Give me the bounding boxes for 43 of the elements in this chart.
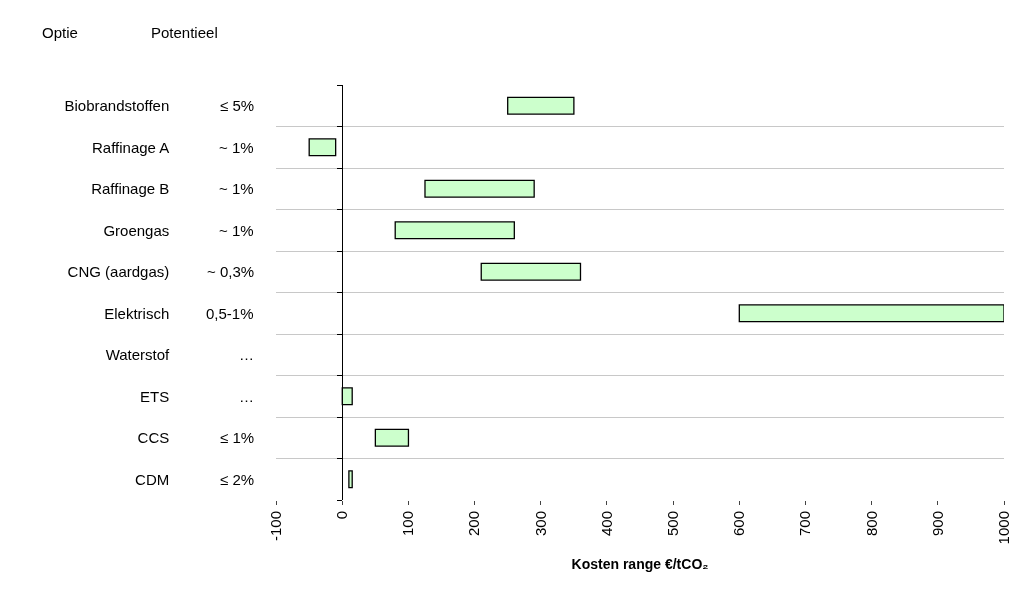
y2-tick-label: ≤ 5% [220, 97, 255, 114]
x-tick-label: -100 [266, 511, 284, 542]
y-tick-label: Biobrandstoffen [64, 97, 170, 114]
bar [507, 96, 575, 115]
x-axis-title: Kosten range €/tCO₂ [571, 555, 709, 572]
x-tick-label: 1000 [994, 511, 1012, 545]
bar [480, 262, 582, 281]
y-tick-label: Waterstof [105, 346, 171, 363]
x-tick-label: 700 [796, 511, 814, 537]
x-tick-label: 400 [597, 511, 615, 537]
x-tick-label: 0 [333, 511, 351, 520]
bar [738, 304, 1004, 323]
text: Potentieel [151, 24, 218, 41]
y2-tick-label: ≤ 1% [220, 429, 255, 446]
y-tick-label: Raffinage A [91, 138, 170, 156]
y2-tick-label: ~ 1% [219, 222, 254, 239]
bar [394, 221, 515, 240]
y2-tick-label: … [239, 346, 254, 363]
y2-tick-label: ~ 1% [219, 139, 254, 156]
y-tick-label: Elektrisch [104, 304, 170, 322]
x-tick-label: 500 [664, 511, 682, 537]
x-tick-label: 100 [399, 511, 417, 537]
x-tick-label: 900 [928, 511, 946, 537]
y-tick-label: CCS [137, 429, 170, 446]
bar [424, 179, 535, 198]
x-tick-label: 600 [730, 511, 748, 537]
x-tick-label: 300 [531, 511, 549, 537]
y-tick-label: CDM [135, 470, 170, 488]
text: Optie [42, 24, 78, 41]
y2-tick-label: 0,5-1% [206, 305, 254, 322]
bar [348, 470, 353, 489]
y2-tick-label: ~ 0,3% [207, 263, 255, 280]
y-tick-label: CNG (aardgas) [67, 263, 170, 280]
bar [374, 428, 410, 447]
y2-tick-label: ≤ 2% [220, 471, 255, 488]
y-tick-label: Groengas [103, 221, 170, 239]
y2-tick-label: … [239, 388, 254, 405]
x-tick-label: 200 [465, 511, 483, 537]
y-tick-label: ETS [140, 387, 170, 405]
x-tick-label: 800 [862, 511, 880, 537]
y-tick-label: Raffinage B [91, 180, 170, 197]
y2-tick-label: ~ 1% [219, 180, 254, 197]
bar [308, 138, 337, 157]
